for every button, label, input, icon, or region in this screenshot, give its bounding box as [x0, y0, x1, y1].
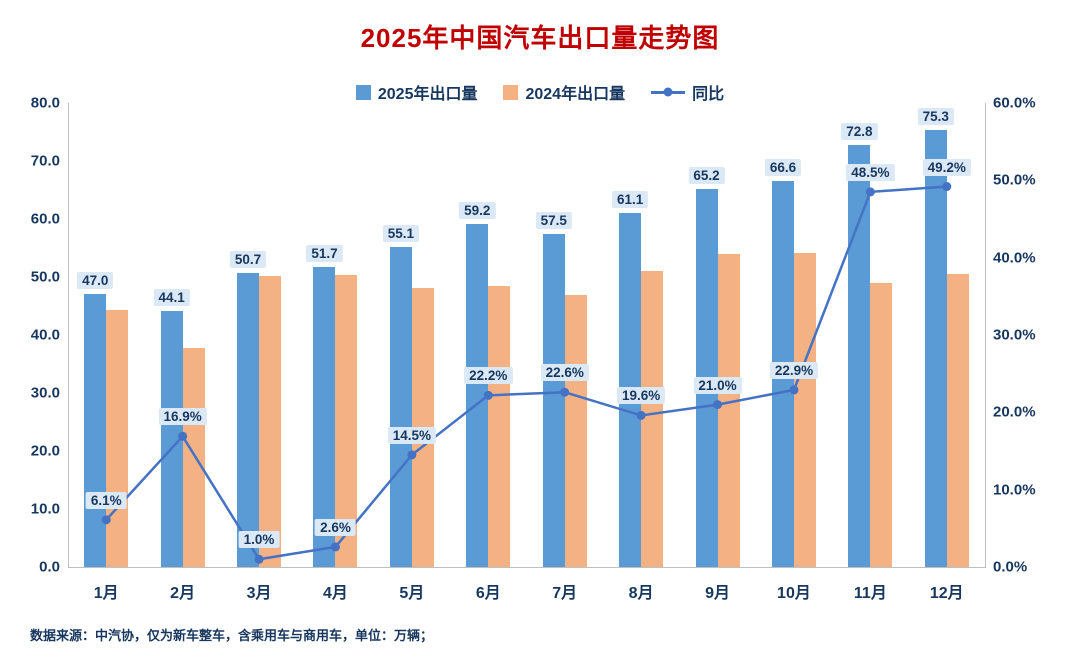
- left-axis-tick: 70.0: [30, 152, 60, 170]
- bar-2024: [641, 270, 664, 567]
- legend-label-yoy: 同比: [692, 86, 725, 103]
- data-source-note: 数据来源：中汽协，仅为新车整车，含乘用车与商用车，单位：万辆；: [30, 628, 434, 643]
- yoy-value-label: 14.5%: [387, 426, 437, 444]
- yoy-point: [330, 542, 340, 552]
- right-axis-tick: 10.0%: [993, 481, 1036, 499]
- left-axis-tick: 20.0: [30, 442, 60, 460]
- right-axis-tick: 0.0%: [993, 558, 1028, 576]
- x-axis-label: 2月: [170, 585, 196, 602]
- left-axis-tick: 60.0: [30, 210, 60, 228]
- yoy-value-label: 22.9%: [769, 361, 819, 379]
- left-axis-tick: 0.0: [39, 558, 60, 576]
- yoy-value-label: 16.9%: [158, 408, 207, 426]
- bar-2024: [488, 286, 511, 567]
- yoy-value-label: 2.6%: [315, 518, 356, 536]
- yoy-point: [483, 390, 493, 400]
- legend-swatch-2025-icon: [355, 84, 371, 100]
- bar-2025: [389, 247, 412, 567]
- x-axis-label: 1月: [93, 585, 119, 602]
- legend-label-2024: 2024年出口量: [525, 86, 626, 103]
- bar-2024: [259, 275, 282, 567]
- bar-value-label: 65.2: [688, 166, 725, 184]
- bar-2025: [848, 144, 871, 567]
- yoy-point: [865, 187, 875, 197]
- x-axis-label: 9月: [705, 585, 730, 602]
- legend-item-yoy: 同比: [651, 80, 724, 104]
- bar-2024: [182, 348, 205, 567]
- bar-2024: [335, 274, 358, 567]
- x-axis-label: 6月: [475, 585, 501, 602]
- yoy-point: [636, 410, 646, 420]
- right-axis-tick: 40.0%: [993, 249, 1036, 267]
- yoy-point: [407, 450, 417, 460]
- left-axis-tick: 10.0: [30, 500, 60, 518]
- bar-2025: [160, 311, 183, 567]
- yoy-value-label: 1.0%: [238, 531, 280, 549]
- bar-value-label: 50.7: [229, 250, 267, 268]
- bar-2025: [466, 223, 489, 567]
- yoy-value-label: 21.0%: [693, 376, 742, 394]
- bar-2024: [717, 254, 740, 567]
- bar-2025: [313, 267, 336, 567]
- legend-item-2025: 2025年出口量: [355, 80, 478, 104]
- x-axis-label: 3月: [246, 585, 272, 602]
- x-axis-label: 8月: [628, 585, 654, 602]
- bar-value-label: 72.8: [841, 122, 878, 140]
- yoy-point: [942, 182, 952, 192]
- bar-value-label: 44.1: [153, 289, 190, 307]
- left-axis-tick: 50.0: [30, 268, 60, 286]
- legend: 2025年出口量 2024年出口量 同比: [0, 80, 1080, 104]
- yoy-value-label: 19.6%: [616, 387, 666, 405]
- x-axis-label: 12月: [929, 585, 964, 602]
- bar-value-label: 51.7: [306, 245, 343, 263]
- bar-value-label: 61.1: [611, 190, 649, 208]
- chart-title: 2025年中国汽车出口量走势图: [360, 23, 720, 53]
- legend-item-2024: 2024年出口量: [503, 80, 625, 104]
- x-axis-label: 7月: [552, 585, 578, 602]
- right-axis-tick: 50.0%: [993, 171, 1036, 189]
- yoy-value-label: 22.6%: [540, 364, 589, 382]
- bar-value-label: 59.2: [459, 201, 496, 219]
- legend-swatch-2024-icon: [503, 84, 519, 100]
- yoy-point: [713, 400, 723, 410]
- bar-2024: [946, 274, 969, 567]
- bar-value-label: 55.1: [382, 225, 420, 243]
- bar-value-label: 66.6: [764, 158, 802, 176]
- bar-2025: [237, 272, 260, 567]
- yoy-point: [101, 515, 111, 525]
- yoy-value-label: 48.5%: [846, 163, 895, 181]
- left-axis-tick: 30.0: [30, 384, 60, 402]
- legend-line-marker-icon: [651, 87, 686, 97]
- x-axis-label: 11月: [853, 585, 887, 602]
- yoy-point: [254, 554, 264, 564]
- yoy-value-label: 22.2%: [464, 367, 513, 385]
- y-axis-right: [985, 103, 986, 567]
- right-axis-tick: 20.0%: [993, 403, 1036, 421]
- y-axis-left: [68, 103, 69, 567]
- x-axis-label: 4月: [323, 585, 348, 602]
- left-axis-tick: 40.0: [30, 326, 60, 344]
- yoy-point: [789, 385, 799, 395]
- right-axis-tick: 60.0%: [993, 94, 1036, 112]
- bar-value-label: 57.5: [535, 211, 572, 229]
- bar-2024: [870, 282, 893, 567]
- x-axis-label: 5月: [399, 585, 425, 602]
- bar-2024: [793, 252, 816, 567]
- x-axis-label: 10月: [777, 585, 811, 602]
- bar-2025: [542, 233, 565, 567]
- yoy-value-label: 49.2%: [922, 158, 971, 176]
- left-axis-tick: 80.0: [30, 94, 60, 112]
- bar-2025: [924, 130, 947, 567]
- bar-2024: [564, 294, 587, 567]
- bar-value-label: 47.0: [77, 272, 114, 290]
- yoy-point: [560, 387, 570, 397]
- x-axis: [68, 567, 986, 568]
- right-axis-tick: 30.0%: [993, 326, 1036, 344]
- bar-value-label: 75.3: [917, 108, 954, 126]
- yoy-value-label: 6.1%: [85, 491, 127, 509]
- yoy-point: [178, 431, 188, 441]
- legend-label-2025: 2025年出口量: [377, 86, 478, 103]
